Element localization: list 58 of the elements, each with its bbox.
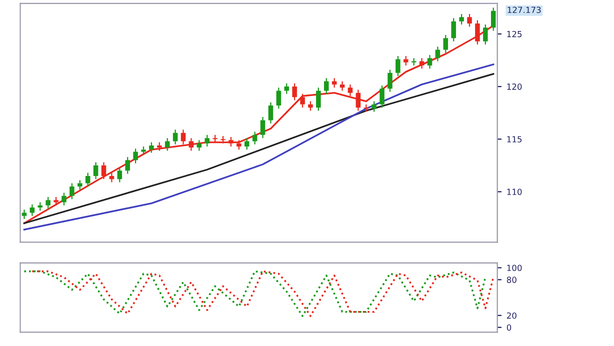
candlestick	[388, 69, 392, 92]
y-tick-label: 115	[507, 136, 522, 142]
candlestick	[236, 140, 242, 150]
candlestick	[93, 162, 98, 180]
candlestick	[252, 131, 258, 145]
candlestick	[427, 54, 432, 70]
y-tick-label: 80	[506, 276, 516, 283]
candlestick	[260, 116, 266, 139]
candlestick	[404, 55, 408, 66]
candlestick	[117, 166, 122, 183]
candlestick	[276, 87, 282, 110]
candlestick	[380, 84, 384, 108]
candlestick	[332, 78, 337, 88]
candlestick	[85, 172, 90, 188]
candlestick	[149, 142, 154, 154]
candlestick	[292, 82, 297, 101]
candlestick	[490, 7, 496, 32]
candlestick	[30, 204, 35, 216]
candlestick	[22, 209, 27, 220]
candlestick	[188, 138, 194, 152]
candlestick	[300, 93, 305, 108]
text: 127.173	[508, 6, 541, 14]
candlestick	[70, 182, 74, 200]
candlestick	[356, 89, 361, 112]
candlestick	[228, 136, 234, 148]
candlestick	[46, 196, 50, 210]
candlestick	[62, 192, 66, 206]
candlestick	[348, 84, 353, 97]
candlestick	[459, 13, 464, 26]
candlestick	[78, 180, 82, 190]
candlestick	[324, 78, 329, 94]
candlestick	[244, 138, 250, 150]
candlestick	[196, 140, 202, 152]
candlestick	[372, 100, 376, 112]
candlestick	[133, 148, 138, 164]
candlestick	[340, 80, 345, 92]
y-tick-label: 100	[507, 264, 522, 272]
y-tick-label: 125	[507, 30, 522, 38]
candlestick	[316, 87, 321, 112]
y-tick-label: 20	[506, 312, 516, 319]
candlestick	[268, 102, 274, 124]
candlestick	[451, 18, 456, 42]
candlestick	[204, 134, 210, 148]
candlestick	[109, 172, 114, 183]
y-tick-label: 0	[506, 324, 512, 331]
candlestick	[125, 156, 130, 174]
candlestick	[467, 13, 472, 28]
candlestick	[164, 138, 170, 152]
y-tick-label: 120	[507, 84, 522, 90]
candlestick	[419, 58, 424, 70]
candlestick	[284, 82, 290, 94]
candlestick	[483, 24, 488, 46]
candlestick	[308, 100, 313, 112]
y-tick-label: 110	[507, 188, 522, 195]
candlestick	[443, 34, 448, 54]
candlestick	[101, 162, 106, 180]
candlestick	[396, 55, 400, 77]
candlestick	[435, 46, 440, 62]
